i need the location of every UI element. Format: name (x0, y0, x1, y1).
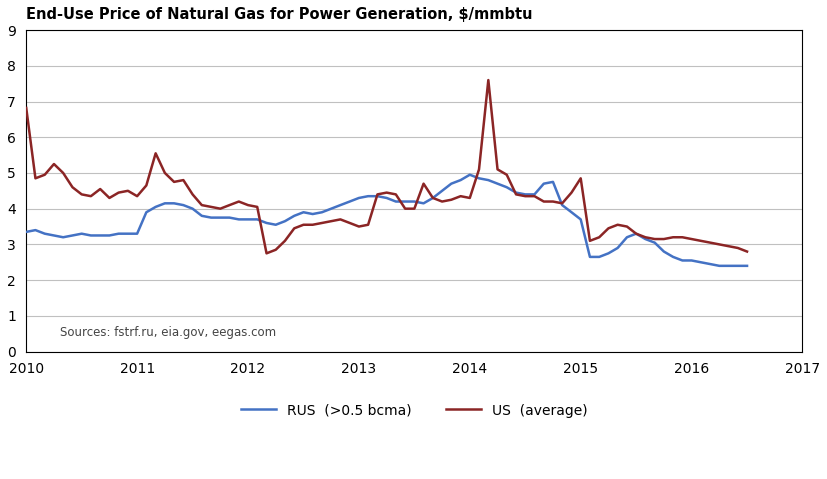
RUS  (>0.5 bcma) (308, 211, 318, 217)
US  (average) (197, 202, 207, 208)
US  (average) (326, 218, 336, 224)
US  (average) (742, 249, 752, 254)
RUS  (>0.5 bcma) (22, 229, 31, 235)
US  (average) (317, 220, 327, 226)
RUS  (>0.5 bcma) (557, 202, 567, 208)
Line: US  (average): US (average) (26, 80, 747, 253)
US  (average) (566, 190, 576, 195)
RUS  (>0.5 bcma) (215, 215, 225, 220)
US  (average) (22, 105, 31, 111)
Legend: RUS  (>0.5 bcma), US  (average): RUS (>0.5 bcma), US (average) (241, 403, 588, 418)
RUS  (>0.5 bcma) (465, 172, 475, 178)
RUS  (>0.5 bcma) (715, 263, 724, 269)
RUS  (>0.5 bcma) (197, 213, 207, 219)
Text: End-Use Price of Natural Gas for Power Generation, $/mmbtu: End-Use Price of Natural Gas for Power G… (26, 7, 533, 22)
RUS  (>0.5 bcma) (437, 188, 447, 194)
US  (average) (261, 251, 271, 256)
RUS  (>0.5 bcma) (317, 209, 327, 215)
US  (average) (215, 206, 225, 212)
Line: RUS  (>0.5 bcma): RUS (>0.5 bcma) (26, 175, 747, 266)
Text: Sources: fstrf.ru, eia.gov, eegas.com: Sources: fstrf.ru, eia.gov, eegas.com (60, 326, 275, 339)
US  (average) (483, 77, 493, 83)
RUS  (>0.5 bcma) (742, 263, 752, 269)
US  (average) (447, 197, 457, 203)
